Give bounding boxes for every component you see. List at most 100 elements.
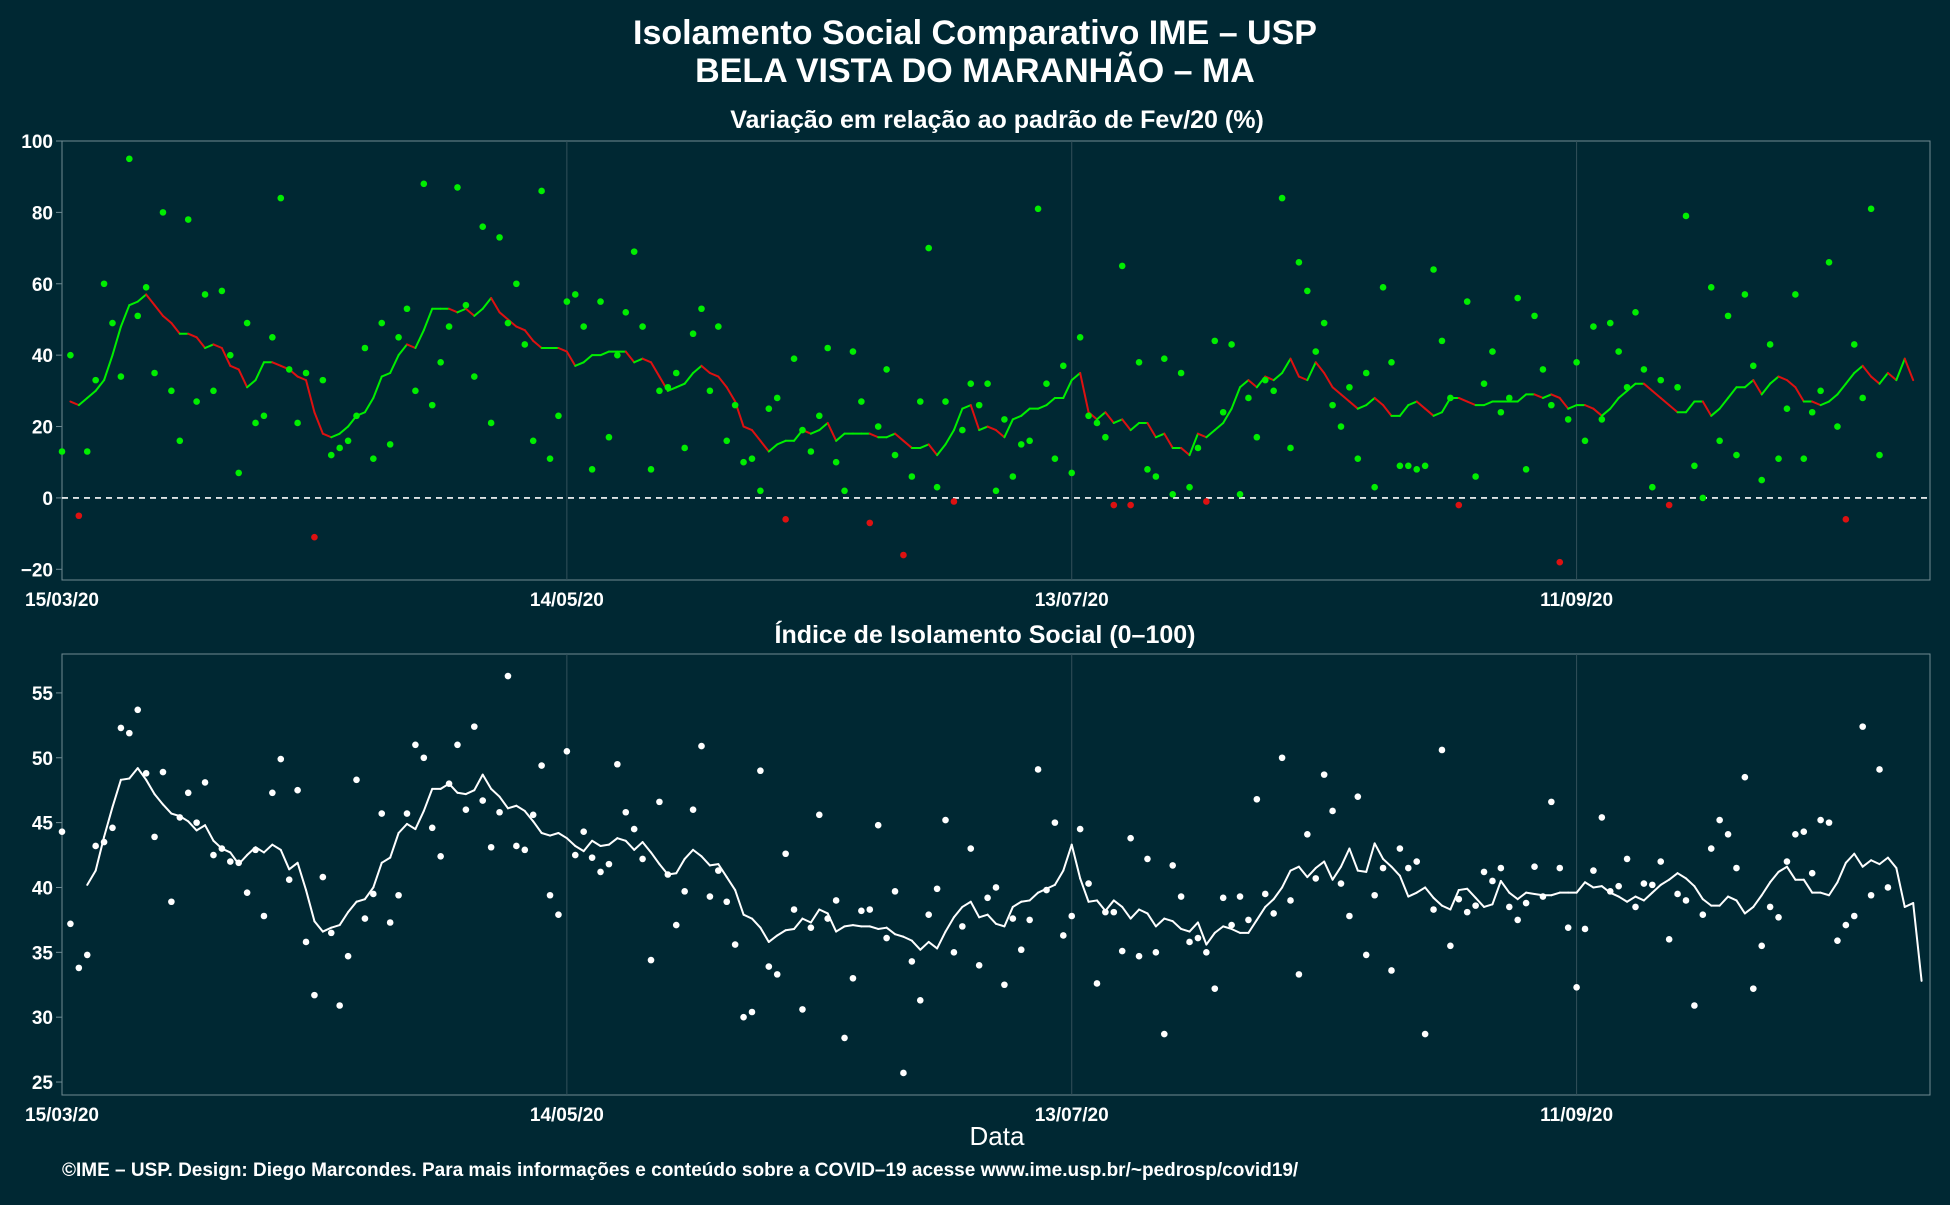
index-data-point — [790, 906, 798, 913]
index-moving-average-segment — [1138, 908, 1149, 915]
variation-moving-average-segment — [692, 364, 703, 374]
variation-moving-average-segment — [1466, 400, 1477, 407]
variation-moving-average-segment — [1668, 404, 1679, 414]
index-moving-average-segment — [1053, 869, 1065, 886]
index-data-point — [1211, 985, 1219, 992]
variation-data-point — [748, 455, 756, 462]
variation-moving-average-segment — [1584, 404, 1595, 410]
variation-moving-average-segment — [1718, 396, 1730, 410]
index-data-point — [1573, 984, 1580, 991]
index-data-point — [1749, 985, 1757, 992]
variation-moving-average-segment — [1743, 379, 1755, 389]
variation-moving-average-segment — [1592, 407, 1603, 417]
index-data-point — [1194, 934, 1202, 942]
index-data-point — [218, 845, 226, 852]
variation-y-tick-label: 100 — [21, 132, 53, 153]
index-moving-average-segment — [195, 824, 207, 832]
variation-moving-average-segment — [1154, 432, 1166, 439]
variation-moving-average-segment — [1533, 393, 1544, 399]
variation-data-point — [1438, 337, 1446, 345]
index-moving-average-segment — [187, 820, 198, 832]
index-moving-average-segment — [1483, 903, 1494, 908]
index-data-point — [92, 842, 99, 850]
index-moving-average-segment — [1844, 852, 1856, 864]
variation-moving-average-segment — [1550, 393, 1561, 399]
index-data-point — [1564, 924, 1572, 931]
variation-frame — [61, 140, 1931, 581]
variation-data-point — [1733, 451, 1740, 459]
variation-data-point — [614, 351, 621, 359]
variation-data-point — [1825, 259, 1833, 266]
variation-data-point — [1320, 319, 1328, 327]
variation-data-point — [580, 323, 587, 330]
index-moving-average-segment — [380, 856, 392, 864]
variation-x-tick-label: 13/07/20 — [1035, 590, 1109, 611]
index-data-point — [1598, 814, 1606, 821]
variation-data-point — [504, 319, 512, 327]
variation-data-point — [471, 373, 478, 380]
index-data-point — [1270, 910, 1277, 917]
variation-data-point — [1169, 491, 1177, 498]
variation-moving-average-segment — [1844, 371, 1856, 385]
variation-moving-average-segment — [599, 350, 610, 357]
variation-data-point — [1649, 483, 1656, 491]
variation-moving-average-segment — [1188, 432, 1199, 457]
index-data-point — [479, 797, 487, 804]
variation-data-point — [790, 355, 798, 363]
variation-data-point — [142, 284, 150, 291]
index-data-point — [1396, 845, 1404, 852]
index-data-point — [959, 923, 966, 930]
variation-data-point — [866, 519, 874, 527]
index-data-point — [361, 915, 369, 922]
index-moving-average-segment — [136, 767, 148, 781]
index-data-point — [378, 810, 386, 817]
variation-moving-average-segment — [1483, 400, 1494, 407]
index-data-point — [1421, 1030, 1429, 1038]
variation-data-point — [933, 483, 941, 491]
index-data-point — [1203, 949, 1210, 956]
variation-moving-average-segment — [1348, 400, 1359, 410]
index-data-point — [1320, 771, 1328, 778]
variation-moving-average-segment — [1861, 364, 1873, 378]
variation-moving-average-segment — [961, 404, 972, 410]
index-data-point — [1287, 897, 1294, 904]
variation-moving-average-segment — [1415, 400, 1427, 410]
variation-moving-average-segment — [759, 439, 770, 453]
index-data-point — [1463, 908, 1471, 916]
index-data-point — [1219, 894, 1227, 902]
index-moving-average-segment — [1516, 891, 1528, 901]
variation-moving-average-segment — [1558, 396, 1570, 410]
variation-data-point — [706, 387, 714, 395]
variation-data-point — [891, 451, 899, 459]
index-moving-average-segment — [1356, 869, 1368, 873]
index-moving-average-segment — [1297, 865, 1309, 879]
variation-moving-average-segment — [1819, 400, 1831, 407]
index-data-point — [925, 911, 932, 919]
variation-data-point — [757, 487, 764, 495]
variation-data-point — [1489, 348, 1496, 355]
index-moving-average-segment — [885, 926, 897, 936]
index-data-point — [1581, 925, 1589, 933]
index-moving-average-segment — [338, 911, 350, 927]
variation-moving-average-segment — [380, 371, 392, 378]
variation-data-point — [487, 419, 495, 427]
index-data-point — [1362, 951, 1370, 959]
index-moving-average-segment — [1104, 899, 1115, 912]
index-moving-average-segment — [801, 917, 812, 924]
index-data-point — [706, 893, 714, 900]
index-data-point — [647, 956, 655, 964]
variation-moving-average-segment — [1600, 407, 1612, 417]
variation-moving-average-segment — [1457, 396, 1469, 403]
index-data-point — [285, 876, 293, 883]
variation-moving-average-segment — [405, 343, 417, 350]
variation-data-point — [1876, 451, 1883, 459]
index-moving-average-segment — [330, 924, 341, 929]
variation-data-point — [1287, 444, 1294, 452]
variation-data-point — [428, 401, 436, 409]
index-y-tick-label: 35 — [32, 943, 54, 964]
variation-moving-average-segment — [456, 307, 467, 314]
variation-moving-average-segment — [557, 347, 568, 353]
index-moving-average-segment — [1264, 898, 1275, 908]
index-moving-average-segment — [776, 929, 787, 937]
variation-data-point — [1699, 494, 1707, 502]
